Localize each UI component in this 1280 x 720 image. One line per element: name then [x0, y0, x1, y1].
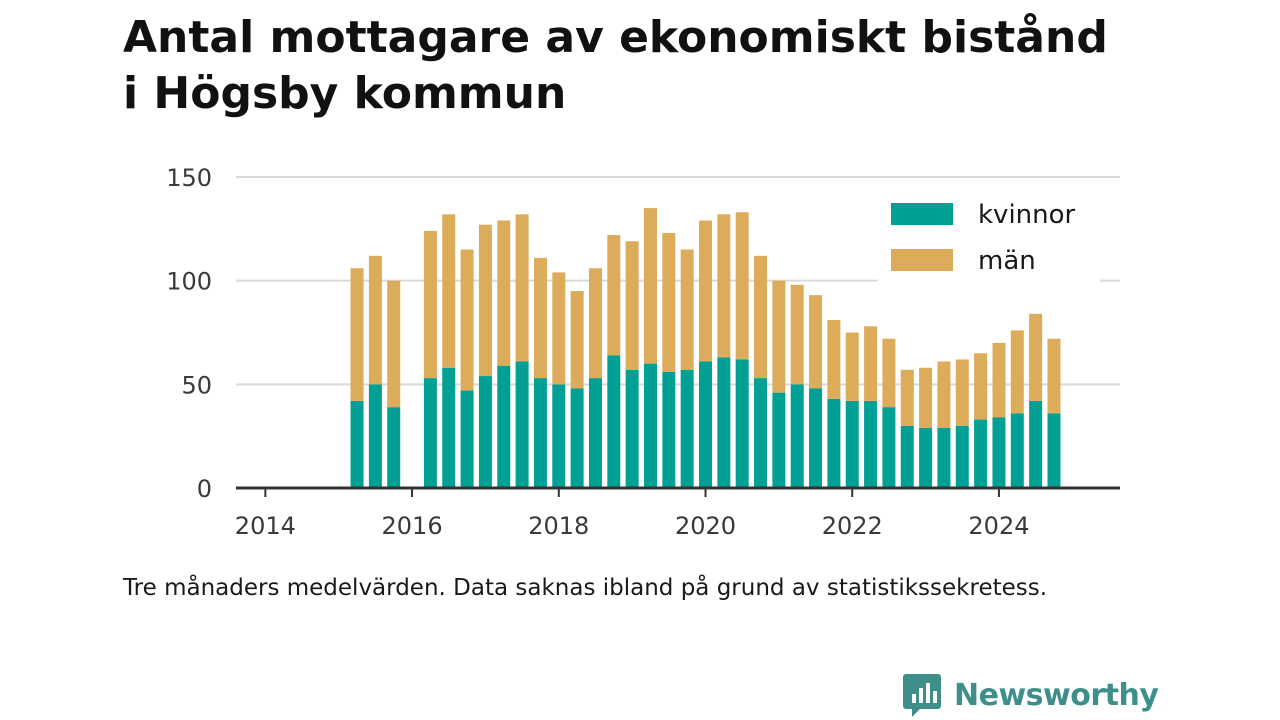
bar-kvinnor [919, 427, 933, 488]
bar-man [350, 268, 364, 401]
brand-name: Newsworthy [954, 677, 1159, 713]
bar-man [1010, 330, 1024, 414]
bar-man [662, 232, 676, 372]
bar-kvinnor [882, 407, 896, 488]
bar-kvinnor [864, 400, 878, 488]
bar-kvinnor [845, 400, 859, 488]
bar-man [368, 255, 382, 385]
bar-kvinnor [699, 361, 713, 488]
bar-man [809, 295, 823, 389]
bar-kvinnor [607, 355, 621, 488]
bar-man [955, 359, 969, 426]
newsworthy-logo-icon [903, 674, 941, 717]
bar-man [643, 208, 657, 364]
x-tick-label: 2022 [822, 512, 883, 540]
y-tick-label: 0 [197, 475, 212, 503]
bar-kvinnor [460, 390, 474, 488]
bar-kvinnor [387, 407, 401, 488]
bar-man [864, 326, 878, 401]
bar-kvinnor [772, 392, 786, 488]
bar-man [845, 332, 859, 401]
bar-kvinnor [478, 376, 492, 488]
bar-man [588, 268, 602, 379]
bar-kvinnor [662, 371, 676, 488]
x-tick-label: 2024 [968, 512, 1029, 540]
bar-man [974, 353, 988, 420]
bar-man [699, 220, 713, 362]
bar-kvinnor [368, 384, 382, 488]
bar-man [1047, 338, 1061, 414]
y-tick-label: 100 [166, 268, 212, 296]
bar-man [772, 280, 786, 393]
bar-man [552, 272, 566, 385]
bar-kvinnor [643, 363, 657, 488]
bar-kvinnor [827, 398, 841, 488]
y-tick-label: 50 [181, 371, 212, 399]
bar-man [919, 367, 933, 428]
bar-man [442, 214, 456, 368]
bar-kvinnor [423, 378, 437, 488]
bar-man [625, 241, 639, 370]
x-tick-label: 2018 [528, 512, 589, 540]
title-line-1: Antal mottagare av ekonomiskt bistånd [123, 12, 1108, 63]
legend-label-man: män [978, 246, 1036, 276]
bar-man [937, 361, 951, 428]
x-tick-label: 2016 [382, 512, 443, 540]
bar-man [515, 214, 529, 362]
bar-man [735, 212, 749, 360]
bar-man [387, 280, 401, 408]
bar-man [992, 342, 1006, 418]
bar-man [607, 235, 621, 356]
bar-man [717, 214, 731, 358]
bar-man [478, 224, 492, 377]
bar-kvinnor [570, 388, 584, 488]
bar-kvinnor [937, 427, 951, 488]
bar-kvinnor [900, 425, 914, 488]
bar-man [460, 249, 474, 391]
bar-man [754, 255, 768, 379]
x-tick-label: 2014 [235, 512, 296, 540]
bar-kvinnor [1047, 413, 1061, 488]
bar-kvinnor [680, 369, 694, 488]
chart-note: Tre månaders medelvärden. Data saknas ib… [123, 575, 1048, 601]
legend-swatch-man [891, 249, 953, 271]
bar-man [900, 369, 914, 426]
chart-title: Antal mottagare av ekonomiskt bistånd i … [123, 10, 1203, 122]
bar-man [790, 284, 804, 385]
bar-kvinnor [955, 425, 969, 488]
bar-kvinnor [735, 359, 749, 488]
bar-kvinnor [754, 378, 768, 488]
bar-man [882, 338, 896, 408]
title-line-2: i Högsby kommun [123, 68, 567, 119]
bar-kvinnor [1010, 413, 1024, 488]
bar-kvinnor [552, 384, 566, 488]
bar-man [497, 220, 511, 366]
bar-kvinnor [790, 384, 804, 488]
bar-kvinnor [588, 378, 602, 488]
bar-man [680, 249, 694, 370]
bar-kvinnor [497, 365, 511, 488]
bar-kvinnor [515, 361, 529, 488]
bar-kvinnor [992, 417, 1006, 488]
bar-kvinnor [809, 388, 823, 488]
x-tick-label: 2020 [675, 512, 736, 540]
bar-man [533, 257, 547, 379]
bar-kvinnor [625, 369, 639, 488]
bar-man [1029, 313, 1043, 401]
legend-label-kvinnor: kvinnor [978, 200, 1076, 230]
bar-man [570, 291, 584, 389]
bar-kvinnor [442, 367, 456, 488]
bar-kvinnor [1029, 400, 1043, 488]
bar-kvinnor [717, 357, 731, 488]
legend-swatch-kvinnor [891, 203, 953, 225]
bar-kvinnor [974, 419, 988, 488]
bar-kvinnor [533, 378, 547, 488]
bar-man [423, 230, 437, 379]
bar-kvinnor [350, 400, 364, 488]
y-tick-label: 150 [166, 164, 212, 192]
brand-logo: Newsworthy [902, 670, 1159, 720]
bar-man [827, 320, 841, 399]
